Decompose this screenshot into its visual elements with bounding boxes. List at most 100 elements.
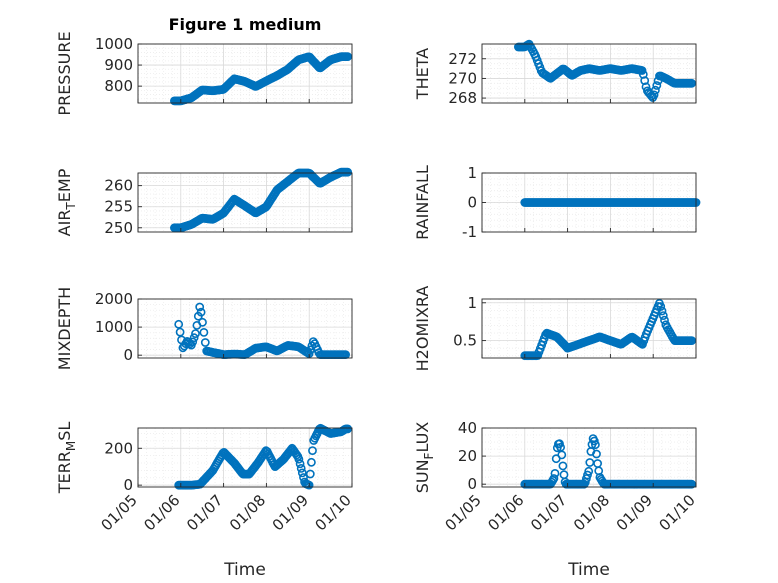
sun-flux-data-point — [593, 459, 602, 468]
h2omixra-data-point — [658, 311, 668, 320]
h2omixra-axes: 0.5 1 H2OMIXRA — [413, 286, 697, 372]
rainfall-ytick-label: 0 — [467, 194, 477, 212]
theta-ytick-label: 270 — [448, 69, 477, 87]
h2omixra-data-point — [687, 336, 697, 345]
theta-series — [514, 39, 697, 102]
mixdepth-data-point — [191, 329, 200, 338]
terr-msl-data-point — [304, 480, 314, 490]
h2omixra-data-point — [656, 302, 666, 311]
sun-flux-series — [520, 434, 697, 489]
sun-flux-axes-box — [481, 427, 697, 488]
h2omixra-axes-box — [481, 298, 697, 359]
mixdepth-axes-box — [137, 298, 353, 359]
theta-data-point — [687, 78, 697, 88]
pressure-ytick-label: 900 — [104, 56, 133, 74]
terr-msl-data-point — [294, 454, 304, 464]
figure-title: Figure 1 medium — [169, 15, 322, 34]
mixdepth-data-point — [196, 307, 206, 317]
sun-flux-data-point — [589, 436, 599, 446]
terr-msl-data-point — [297, 468, 307, 478]
theta-data-point — [649, 90, 659, 100]
terr-msl-xtick-label: 01/09 — [269, 491, 312, 534]
mixdepth-ytick-label: 2000 — [95, 290, 133, 308]
h2omixra-ylabel: H2OMIXRA — [413, 286, 432, 372]
mixdepth-data-point — [174, 319, 184, 329]
mixdepth-data-point — [188, 337, 198, 347]
mixdepth-ytick-label: 0 — [123, 346, 133, 364]
mixdepth-data-point — [198, 317, 207, 327]
pressure-ytick-label: 1000 — [95, 35, 133, 53]
sun-flux-xtick-label: 01/08 — [570, 491, 613, 534]
theta-data-point — [651, 85, 660, 95]
terr-msl-xtick-label: 01/05 — [98, 491, 141, 534]
terr-msl-data-point — [343, 424, 353, 434]
mixdepth-data-point — [189, 333, 199, 343]
mixdepth-ylabel: MIXDEPTH — [55, 287, 74, 370]
terr-msl-data-point — [295, 459, 305, 469]
theta-data-point — [637, 66, 647, 75]
terr-msl-ytick-label: 200 — [104, 439, 133, 457]
pressure-series — [169, 52, 353, 106]
air-temp-ylabel: AIRTEMP — [55, 168, 78, 236]
terr-msl-data-point — [305, 469, 315, 479]
terr-msl-data-point — [306, 457, 316, 467]
h2omixra-data-point — [660, 315, 669, 325]
theta-ylabel: THETA — [413, 48, 432, 100]
terr-msl-series — [174, 423, 353, 490]
terr-msl-data-point — [308, 446, 317, 455]
sun-flux-xtick-label: 01/06 — [484, 491, 527, 534]
terr-msl-xtick-label: 01/07 — [183, 491, 226, 534]
rainfall-ytick-label: 1 — [467, 164, 477, 182]
pressure-ylabel: PRESSURE — [55, 31, 74, 115]
terr-msl-data-point — [296, 463, 306, 473]
sun-flux-xtick-label: 01/10 — [656, 491, 699, 534]
theta-data-point — [652, 81, 662, 90]
sun-flux-ytick-label: 40 — [458, 419, 477, 437]
sun-flux-data-point — [591, 440, 600, 450]
sun-flux-xtick-label: 01/07 — [527, 491, 570, 534]
sun-flux-data-point — [592, 449, 601, 459]
mixdepth-data-point — [199, 327, 209, 337]
pressure-axes: 800 900 1000 PRESSURE — [55, 31, 353, 116]
sun-flux-xtick-label: 01/05 — [442, 491, 485, 534]
terr-msl-xtick-label: 01/10 — [312, 491, 355, 534]
rainfall-ylabel: RAINFALL — [413, 165, 432, 240]
sun-flux-xtick-label: 01/09 — [613, 491, 656, 534]
mixdepth-series — [174, 302, 350, 359]
x-axis-label-right: Time — [567, 560, 610, 580]
h2omixra-data-point — [657, 306, 667, 316]
sun-flux-data-point — [687, 479, 697, 489]
theta-ytick-label: 272 — [448, 50, 477, 68]
mixdepth-data-point — [200, 338, 210, 347]
air-temp-data-point — [343, 167, 353, 177]
terr-msl-xtick-label: 01/06 — [140, 491, 183, 534]
h2omixra-series — [520, 298, 697, 361]
mixdepth-ytick-label: 1000 — [95, 318, 133, 336]
sun-flux-data-point — [549, 474, 559, 483]
theta-axes-box — [481, 43, 697, 104]
sun-flux-data-point — [583, 470, 592, 480]
rainfall-ytick-label: -1 — [462, 223, 477, 241]
pressure-data-point — [343, 52, 353, 61]
mixdepth-data-point — [175, 327, 185, 337]
air-temp-axes: 250 255 260 AIRTEMP — [55, 167, 353, 237]
theta-ytick-label: 268 — [448, 89, 477, 107]
terr-msl-axes-box — [137, 427, 353, 488]
air-temp-axes-box — [137, 172, 353, 233]
mixdepth-axes: 0 1000 2000 MIXDEPTH — [55, 287, 353, 370]
sun-flux-axes: 0 20 40 SUNFLUX 01/05 01/06 01/07 01/08 01/09 01/… — [413, 419, 699, 534]
sun-flux-ytick-label: 20 — [458, 447, 477, 465]
sun-flux-data-point — [585, 458, 595, 467]
air-temp-ytick-label: 260 — [104, 177, 133, 195]
air-temp-ytick-label: 250 — [104, 219, 133, 237]
x-axis-label-left: Time — [223, 560, 266, 580]
h2omixra-ytick-label: 1 — [467, 294, 477, 312]
sun-flux-data-point — [557, 450, 567, 460]
sun-flux-data-point — [558, 461, 568, 471]
terr-msl-xtick-label: 01/08 — [226, 491, 269, 534]
sun-flux-ytick-label: 0 — [467, 475, 477, 493]
rainfall-series — [520, 198, 701, 207]
rainfall-axes: -1 0 1 RAINFALL — [413, 164, 701, 241]
